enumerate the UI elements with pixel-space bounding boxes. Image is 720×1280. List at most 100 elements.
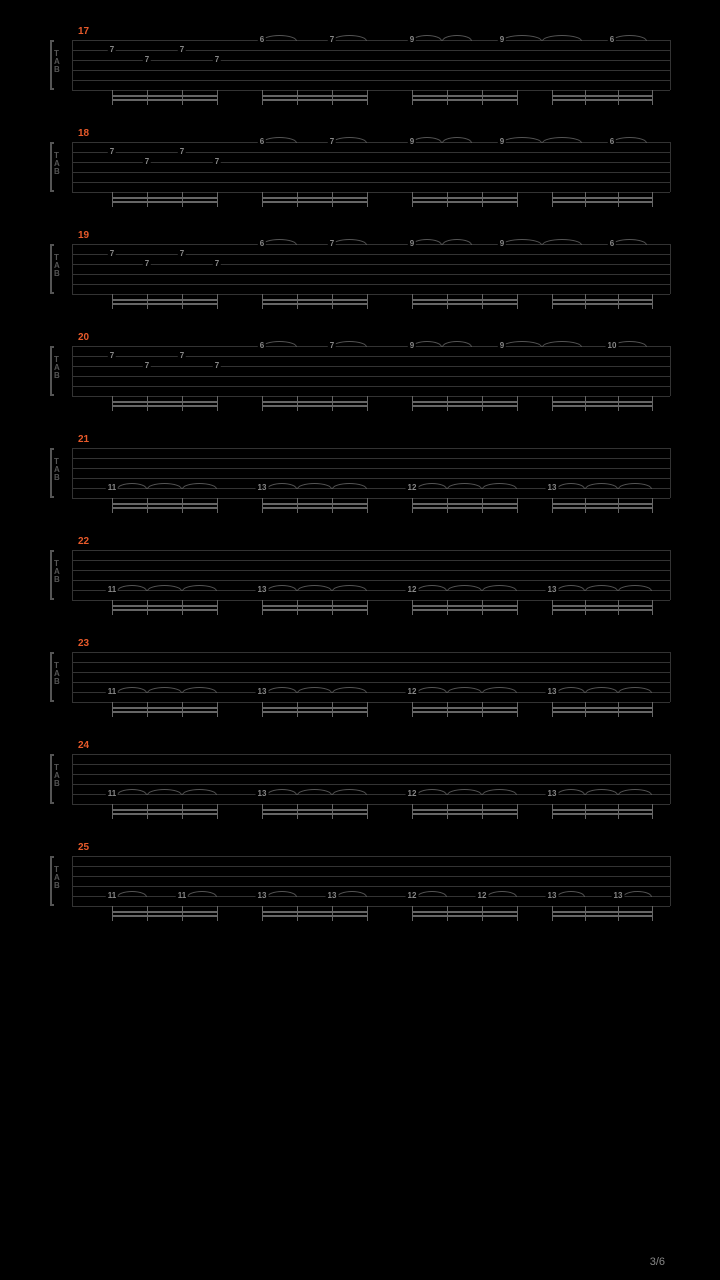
tie-arc [442, 137, 472, 143]
note-stem [517, 702, 518, 717]
beam-line [552, 915, 652, 917]
tie-arc [482, 483, 517, 489]
note-stem [618, 498, 619, 513]
tie-arc [618, 687, 652, 693]
staff-line [72, 448, 670, 449]
fret-number: 7 [108, 250, 116, 258]
staff-line [72, 284, 670, 285]
beam-group [412, 197, 517, 207]
staff-line [72, 162, 670, 163]
tie-arc [117, 483, 147, 489]
note-stem [217, 90, 218, 105]
barline [670, 244, 671, 294]
staff-lines: 11131213 [72, 652, 670, 702]
tie-arc [442, 239, 472, 245]
note-stem [552, 396, 553, 411]
note-stem [517, 90, 518, 105]
measure-number: 22 [78, 536, 89, 547]
staff-line [72, 804, 670, 805]
staff-lines: 777767996 [72, 244, 670, 294]
measure-block: 24TAB11131213 [50, 754, 670, 814]
barline [72, 448, 73, 498]
tie-arc [262, 137, 297, 143]
note-stem [552, 906, 553, 921]
tie-arc [412, 341, 442, 347]
beam-line [552, 99, 652, 101]
note-stem [552, 702, 553, 717]
beam-group [552, 809, 652, 819]
barline [670, 652, 671, 702]
fret-number: 7 [328, 36, 336, 44]
tab-clef-label: TAB [54, 560, 60, 584]
tie-arc [267, 687, 297, 693]
beam-line [262, 915, 367, 917]
tie-arc [182, 687, 217, 693]
beam-group [262, 707, 367, 717]
fret-number: 6 [608, 36, 616, 44]
note-stem [482, 702, 483, 717]
beam-line [412, 507, 517, 509]
note-stem [412, 396, 413, 411]
note-stem [585, 702, 586, 717]
fret-number: 7 [178, 148, 186, 156]
tie-arc [447, 789, 482, 795]
tie-arc [447, 687, 482, 693]
page-indicator: 3/6 [650, 1256, 665, 1268]
note-stem [517, 294, 518, 309]
staff-line [72, 876, 670, 877]
note-stem [482, 90, 483, 105]
tie-arc [147, 789, 182, 795]
staff-line [72, 60, 670, 61]
beam-line [412, 809, 517, 811]
beam-line [552, 303, 652, 305]
tie-arc [585, 585, 618, 591]
tie-arc [618, 483, 652, 489]
beam-line [412, 609, 517, 611]
beam-line [552, 911, 652, 913]
note-stem [618, 804, 619, 819]
staff-bracket [50, 856, 54, 906]
note-stem [262, 192, 263, 207]
staff-line [72, 264, 670, 265]
staff-line [72, 672, 670, 673]
note-stem [618, 192, 619, 207]
fret-number: 12 [406, 586, 419, 594]
measure-block: 18TAB777767996 [50, 142, 670, 202]
staff-line [72, 366, 670, 367]
measure-block: 25TAB1111131312121313 [50, 856, 670, 916]
fret-number: 7 [213, 56, 221, 64]
beam-line [552, 201, 652, 203]
fret-number: 6 [608, 138, 616, 146]
note-stem [367, 702, 368, 717]
note-stem [585, 906, 586, 921]
note-stem [585, 600, 586, 615]
barline [670, 346, 671, 396]
fret-number: 7 [178, 352, 186, 360]
fret-number: 7 [213, 260, 221, 268]
measure-block: 23TAB11131213 [50, 652, 670, 712]
tie-arc [502, 239, 542, 245]
note-stem [297, 396, 298, 411]
note-stem [517, 600, 518, 615]
fret-number: 13 [256, 484, 269, 492]
staff-line [72, 906, 670, 907]
beam-line [112, 711, 217, 713]
fret-number: 7 [178, 250, 186, 258]
note-stem [412, 804, 413, 819]
note-stem [652, 498, 653, 513]
beam-line [412, 911, 517, 913]
staff-lines: 11131213 [72, 550, 670, 600]
fret-number: 9 [408, 240, 416, 248]
note-stem [447, 192, 448, 207]
note-stem [482, 192, 483, 207]
fret-number: 12 [406, 688, 419, 696]
note-stem [412, 294, 413, 309]
fret-number: 6 [258, 240, 266, 248]
beam-line [262, 507, 367, 509]
note-stem [147, 804, 148, 819]
staff-line [72, 600, 670, 601]
note-stem [147, 906, 148, 921]
beam-group [552, 95, 652, 105]
beam-line [112, 911, 217, 913]
tab-staff: TAB11131213 [50, 448, 670, 508]
